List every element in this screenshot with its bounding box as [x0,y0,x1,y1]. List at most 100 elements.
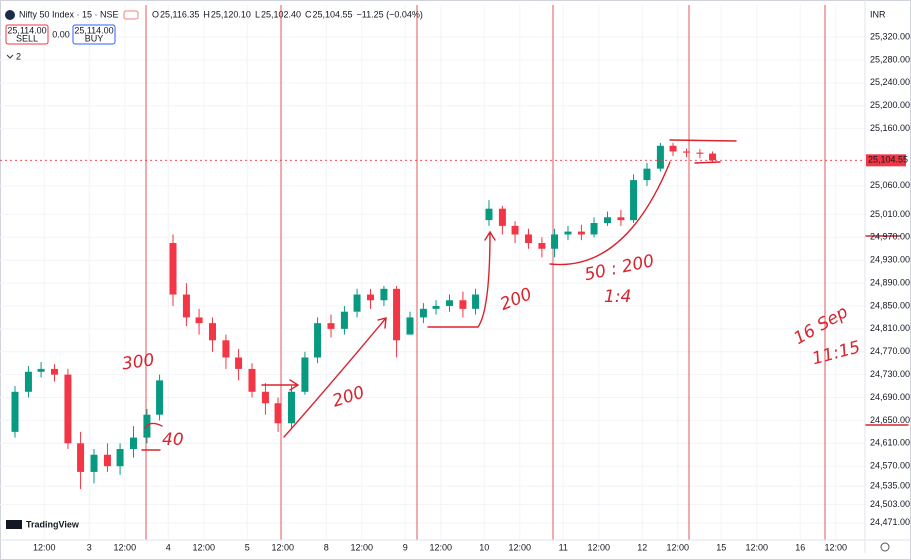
collapse-icon[interactable] [6,54,14,59]
x-tick-label: 5 [245,542,250,552]
candle-body [564,231,572,235]
candle-body [459,300,467,309]
candle-body [696,152,704,154]
x-tick-label: 12:00 [193,542,216,552]
candle-body [208,323,216,341]
candle-body [169,243,177,295]
buy-label: BUY [85,33,104,43]
x-tick-label: 12:00 [430,542,453,552]
candle-body [366,294,374,301]
x-tick-label: 16 [795,542,805,552]
ohlc-value: 25,116.35 [160,9,199,19]
x-tick-label: 8 [324,542,329,552]
x-tick-label: 4 [166,542,171,552]
candle-body [445,300,453,306]
x-tick-label: 9 [403,542,408,552]
y-tick-label: 25,240.00 [870,77,910,87]
candle-body [577,231,585,235]
x-tick-label: 12:00 [588,542,611,552]
buy-button[interactable] [72,24,116,45]
ohlc-legend: O 25,116.35 H 25,120.10 L 25,102.40 C 25,104.55 [152,9,353,19]
x-tick-label: 11 [559,542,568,552]
change: −11.25 (−0.04%) [357,9,423,19]
x-tick-label: 12 [637,542,647,552]
candle-body [656,145,664,169]
sell-label: SELL [16,33,38,43]
x-tick-label: 12:00 [114,542,137,552]
candle-body [406,317,414,335]
candle-body [617,217,625,221]
y-tick-label: 25,060.00 [870,180,910,190]
annotation: 40 [162,430,184,450]
candles [0,142,865,490]
annotation: 300 [121,350,156,374]
candle-body [103,454,111,467]
ohlc-value: 25,102.40 [261,9,301,19]
candle-body [314,323,322,358]
x-tick-label: 12:00 [825,542,848,552]
ink-stroke [141,422,163,451]
y-tick-label: 24,850.00 [870,300,910,310]
candle-body [301,357,309,392]
candle-body [682,151,690,153]
y-tick-label: 24,570.00 [870,461,910,471]
ohlc-key: L [255,9,260,19]
candle-body [511,225,519,235]
ink-arrow [427,230,496,328]
candle-body [498,208,506,226]
y-tick-label: 24,730.00 [870,369,910,379]
y-tick-label: 24,810.00 [870,323,910,333]
ink-arrow [261,379,300,391]
candle-body [130,437,138,450]
icon[interactable] [123,10,139,20]
spread: 0.00 [52,29,70,39]
grid [0,5,865,540]
candle-body [182,294,190,318]
ink-stroke [669,139,737,164]
y-tick-label: 25,200.00 [870,100,910,110]
y-tick-label: 25,160.00 [870,123,910,133]
y-tick-label: 24,503.00 [870,499,910,509]
candle-body [64,374,72,444]
candle-body [327,323,335,329]
axes: 25,320.00 25,280.00 25,240.00 25,200.00 25,1… [33,31,910,552]
sell-price: 25,114.00 [7,25,46,35]
candle-body [709,153,717,161]
ohlc-value: 25,120.10 [211,9,251,19]
candle-body [380,288,388,301]
x-tick-label: 12:00 [509,542,532,552]
x-tick-label: 3 [87,542,92,552]
y-tick-label: 24,471.00 [870,517,910,527]
x-tick-label: 15 [716,542,726,552]
ohlc-key: C [305,9,312,19]
y-tick-label: 25,320.00 [870,31,910,41]
settings-icon[interactable] [880,542,890,552]
y-tick-label: 24,650.00 [870,415,910,425]
y-tick-label: 24,610.00 [870,438,910,448]
candle-body [77,443,85,472]
candle-body [538,243,546,249]
x-tick-label: 12:00 [351,542,374,552]
y-tick-label: 24,970.00 [870,232,910,242]
last-price-label: 25,104.55 [868,155,908,165]
last-price-box [866,154,906,167]
sell-button[interactable] [5,24,49,45]
y-tick-label: 24,890.00 [870,277,910,287]
candle-body [274,403,282,424]
candle-body [51,368,59,375]
annotation: 1:4 [604,287,631,307]
candle-body [353,294,361,312]
x-tick-label: 12:00 [272,542,295,552]
y-tick-label: 24,930.00 [870,255,910,265]
candle-body [432,305,440,309]
brand-logo [6,520,22,529]
candle-body [24,371,32,392]
drawn-lines [145,5,826,540]
x-tick-label: 12:00 [667,542,690,552]
candle-body [485,208,493,221]
x-tick-label: 12:00 [746,542,769,552]
candle-body [261,391,269,404]
candle-body [248,368,256,392]
symbol-title: Nifty 50 Index · 15 · NSE [19,9,119,19]
